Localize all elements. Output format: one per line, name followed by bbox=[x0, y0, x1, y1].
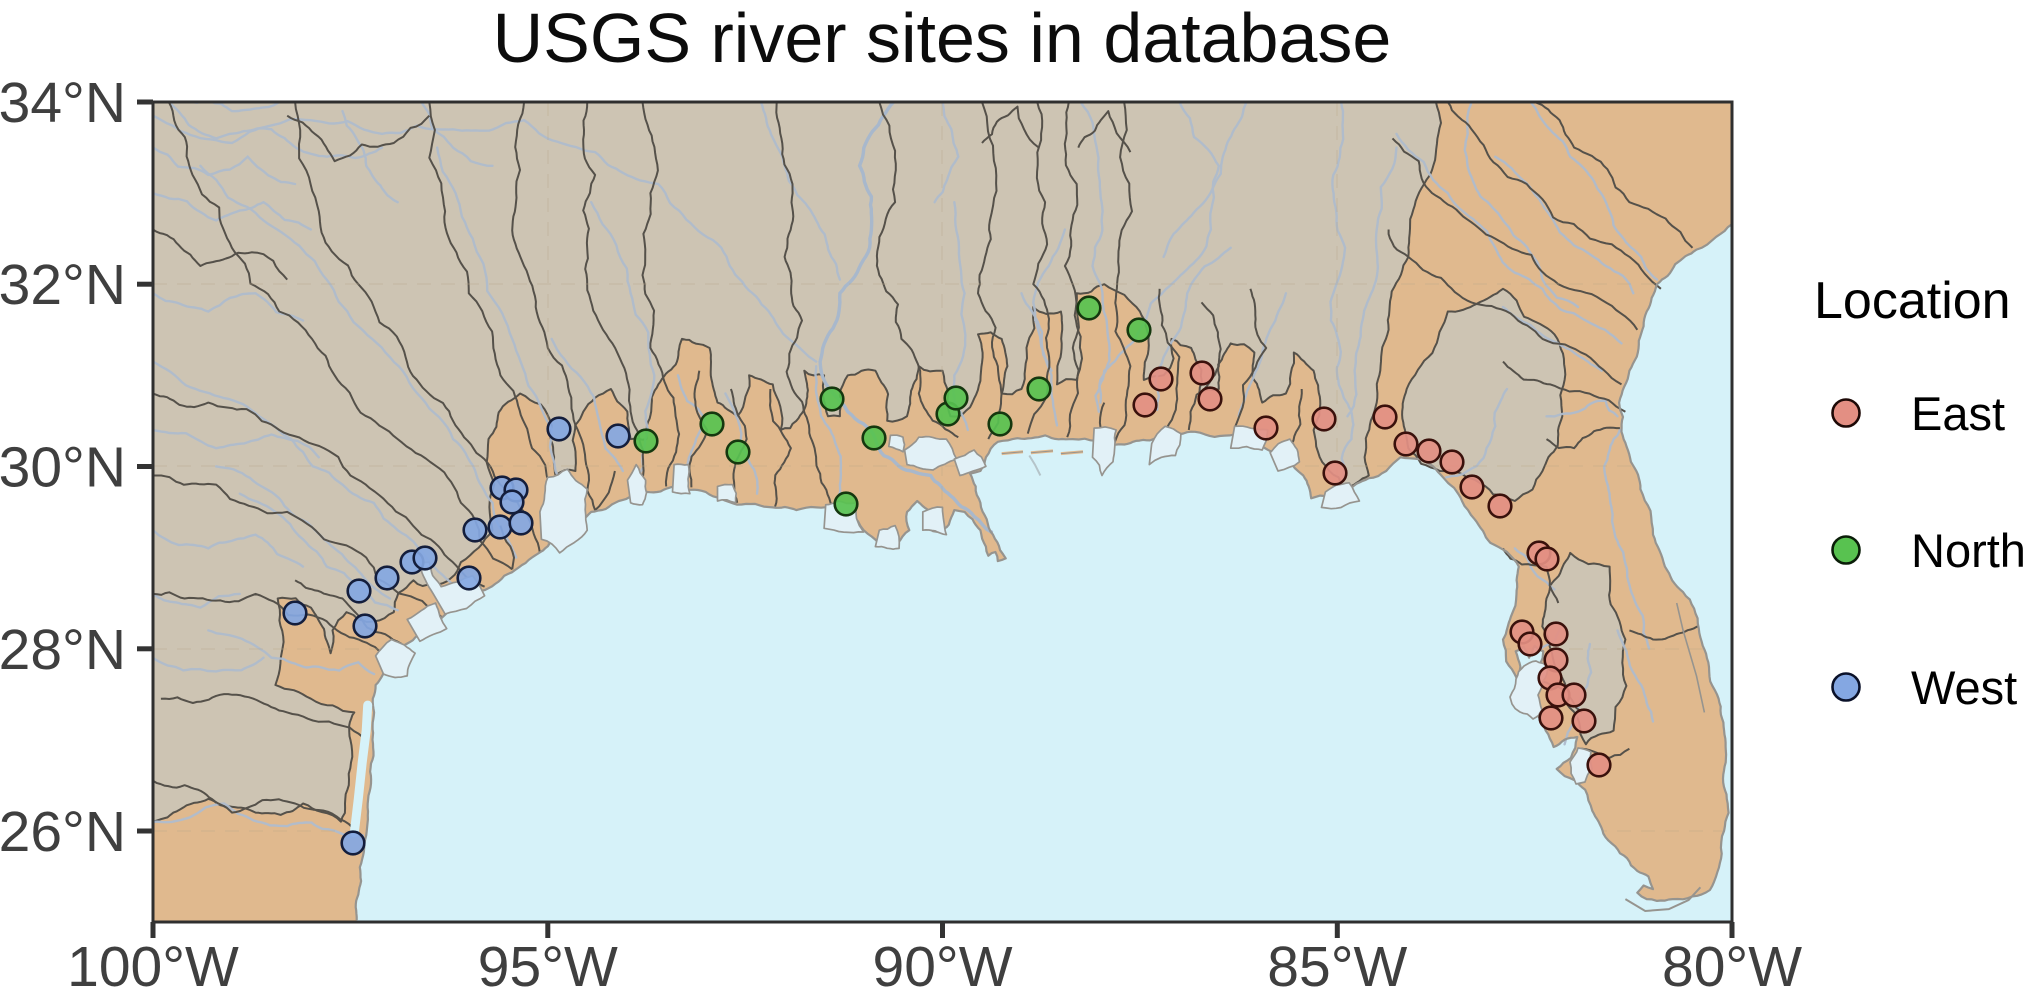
svg-text:100°W: 100°W bbox=[67, 935, 239, 999]
svg-text:34°N: 34°N bbox=[0, 71, 126, 135]
svg-text:28°N: 28°N bbox=[0, 618, 126, 682]
svg-text:USGS river sites in database: USGS river sites in database bbox=[493, 0, 1392, 77]
svg-text:32°N: 32°N bbox=[0, 253, 126, 317]
svg-text:26°N: 26°N bbox=[0, 800, 126, 864]
svg-text:85°W: 85°W bbox=[1267, 935, 1407, 999]
svg-text:90°W: 90°W bbox=[873, 935, 1013, 999]
svg-text:80°W: 80°W bbox=[1662, 935, 1802, 999]
svg-text:East: East bbox=[1911, 387, 2005, 440]
svg-text:North: North bbox=[1911, 524, 2026, 577]
svg-text:95°W: 95°W bbox=[478, 935, 618, 999]
svg-text:Location: Location bbox=[1814, 272, 2011, 330]
svg-text:West: West bbox=[1911, 661, 2017, 714]
svg-text:30°N: 30°N bbox=[0, 436, 126, 500]
